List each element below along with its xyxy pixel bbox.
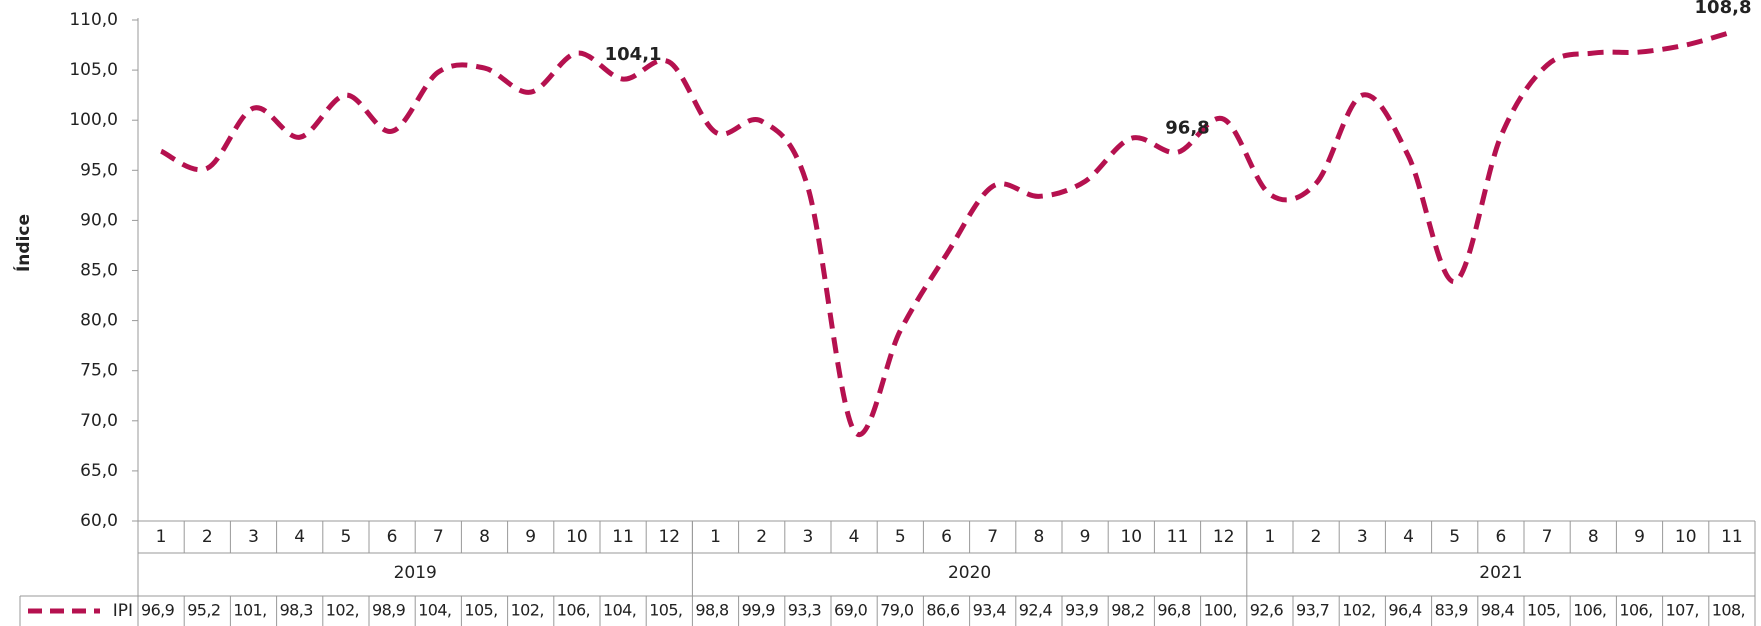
x-tick-label: 3 [1357,527,1368,547]
table-cell: 86,6 [926,601,960,620]
table-cell: 105, [649,601,682,620]
x-tick-label: 2 [756,527,767,547]
table-cell: 96,4 [1388,601,1422,620]
data-label: 108,8 [1695,0,1752,18]
table-cell: 96,8 [1157,601,1191,620]
group-label: 2021 [1479,563,1522,583]
x-tick-label: 10 [566,527,588,547]
y-tick-label: 90,0 [80,210,118,230]
y-tick-label: 65,0 [80,461,118,481]
table-cell: 106, [557,601,590,620]
y-tick-label: 105,0 [69,60,118,80]
x-tick-label: 2 [1311,527,1322,547]
x-tick-label: 11 [612,527,634,547]
data-line [159,29,1733,437]
table-cell: 106, [1619,601,1652,620]
x-tick-label: 4 [1403,527,1414,547]
y-tick-label: 95,0 [80,160,118,180]
table-cell: 101, [233,601,266,620]
x-tick-label: 11 [1721,527,1743,547]
x-tick-label: 12 [1213,527,1235,547]
table-cell: 98,2 [1111,601,1144,620]
table-cell: 100, [1204,601,1237,620]
x-tick-label: 1 [1264,527,1275,547]
x-tick-label: 8 [1033,527,1044,547]
x-tick-label: 3 [802,527,813,547]
table-cell: 79,0 [880,601,914,620]
table-cell: 104, [418,601,451,620]
y-tick-label: 85,0 [80,261,118,281]
x-tick-label: 7 [987,527,998,547]
y-tick-label: 100,0 [69,110,118,130]
table-cell: 93,3 [788,601,821,620]
x-tick-label: 9 [1080,527,1091,547]
table-cell: 102, [511,601,544,620]
x-tick-label: 9 [1634,527,1645,547]
group-label: 2019 [394,563,437,583]
table-cell: 98,3 [280,601,313,620]
x-tick-label: 5 [895,527,906,547]
group-label: 2020 [948,563,991,583]
table-cell: 108, [1712,601,1745,620]
table-cell: 102, [326,601,359,620]
x-tick-label: 3 [248,527,259,547]
legend-label: IPI [113,601,133,621]
y-tick-label: 110,0 [69,10,118,30]
table-cell: 92,6 [1250,601,1284,620]
x-tick-label: 2 [202,527,213,547]
y-tick-label: 80,0 [80,311,118,331]
table-cell: 105, [464,601,497,620]
x-tick-label: 4 [849,527,860,547]
table-cell: 104, [603,601,636,620]
x-tick-label: 7 [433,527,444,547]
table-cell: 98,4 [1481,601,1515,620]
table-cell: 102, [1342,601,1375,620]
table-cell: 93,9 [1065,601,1099,620]
x-tick-label: 12 [658,527,680,547]
x-tick-label: 7 [1542,527,1553,547]
table-cell: 98,9 [372,601,406,620]
table-cell: 99,9 [742,601,776,620]
table-cell: 95,2 [187,601,220,620]
x-tick-label: 10 [1120,527,1142,547]
x-tick-label: 6 [1495,527,1506,547]
x-tick-label: 6 [387,527,398,547]
x-tick-label: 5 [1449,527,1460,547]
x-tick-label: 8 [479,527,490,547]
table-cell: 93,4 [973,601,1007,620]
x-tick-label: 6 [941,527,952,547]
table-cell: 106, [1573,601,1606,620]
x-tick-label: 4 [294,527,305,547]
data-label: 104,1 [605,44,662,65]
y-axis-label: Índice [12,214,34,272]
x-tick-label: 1 [710,527,721,547]
data-label: 96,8 [1165,117,1209,138]
table-cell: 69,0 [834,601,868,620]
table-cell: 93,7 [1296,601,1329,620]
x-tick-label: 1 [156,527,167,547]
y-tick-label: 75,0 [80,361,118,381]
table-cell: 92,4 [1019,601,1053,620]
y-tick-label: 70,0 [80,411,118,431]
table-cell: 98,8 [695,601,729,620]
x-tick-label: 9 [525,527,536,547]
x-tick-label: 8 [1588,527,1599,547]
x-tick-label: 11 [1167,527,1189,547]
table-cell: 83,9 [1435,601,1469,620]
table-cell: 107, [1666,601,1699,620]
table-cell: 105, [1527,601,1560,620]
y-tick-label: 60,0 [80,511,118,531]
x-tick-label: 10 [1675,527,1697,547]
table-cell: 96,9 [141,601,175,620]
x-tick-label: 5 [340,527,351,547]
